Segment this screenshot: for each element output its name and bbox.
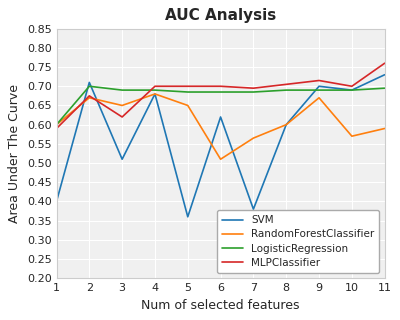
SVM: [185, 215, 190, 219]
RandomForestClassifier: [185, 104, 190, 108]
RandomForestClassifier: [251, 136, 256, 140]
MLPClassifier: [350, 84, 354, 88]
LogisticRegression: [87, 84, 92, 88]
LogisticRegression: [382, 86, 387, 90]
SVM: [382, 73, 387, 77]
LogisticRegression: [350, 88, 354, 92]
SVM: [54, 200, 59, 204]
SVM: [251, 207, 256, 211]
LogisticRegression: [218, 90, 223, 94]
LogisticRegression: [185, 90, 190, 94]
Line: MLPClassifier: MLPClassifier: [56, 63, 385, 129]
RandomForestClassifier: [120, 104, 124, 108]
MLPClassifier: [284, 83, 289, 86]
MLPClassifier: [152, 84, 157, 88]
RandomForestClassifier: [54, 123, 59, 127]
Y-axis label: Area Under The Curve: Area Under The Curve: [8, 84, 21, 223]
RandomForestClassifier: [350, 134, 354, 138]
LogisticRegression: [284, 88, 289, 92]
LogisticRegression: [152, 88, 157, 92]
Line: LogisticRegression: LogisticRegression: [56, 86, 385, 125]
LogisticRegression: [54, 123, 59, 127]
SVM: [120, 157, 124, 161]
MLPClassifier: [87, 94, 92, 98]
MLPClassifier: [317, 79, 322, 83]
RandomForestClassifier: [87, 96, 92, 100]
Line: SVM: SVM: [56, 75, 385, 217]
RandomForestClassifier: [317, 96, 322, 100]
SVM: [317, 84, 322, 88]
Legend: SVM, RandomForestClassifier, LogisticRegression, MLPClassifier: SVM, RandomForestClassifier, LogisticReg…: [217, 210, 380, 273]
RandomForestClassifier: [152, 92, 157, 96]
RandomForestClassifier: [218, 157, 223, 161]
MLPClassifier: [251, 86, 256, 90]
MLPClassifier: [382, 61, 387, 65]
SVM: [350, 88, 354, 92]
SVM: [87, 81, 92, 84]
SVM: [152, 92, 157, 96]
LogisticRegression: [251, 90, 256, 94]
RandomForestClassifier: [382, 127, 387, 131]
MLPClassifier: [120, 115, 124, 119]
SVM: [218, 115, 223, 119]
LogisticRegression: [120, 88, 124, 92]
SVM: [284, 123, 289, 127]
MLPClassifier: [185, 84, 190, 88]
LogisticRegression: [317, 88, 322, 92]
Title: AUC Analysis: AUC Analysis: [165, 8, 276, 23]
X-axis label: Num of selected features: Num of selected features: [141, 299, 300, 312]
RandomForestClassifier: [284, 123, 289, 127]
Line: RandomForestClassifier: RandomForestClassifier: [56, 94, 385, 159]
MLPClassifier: [218, 84, 223, 88]
MLPClassifier: [54, 127, 59, 131]
